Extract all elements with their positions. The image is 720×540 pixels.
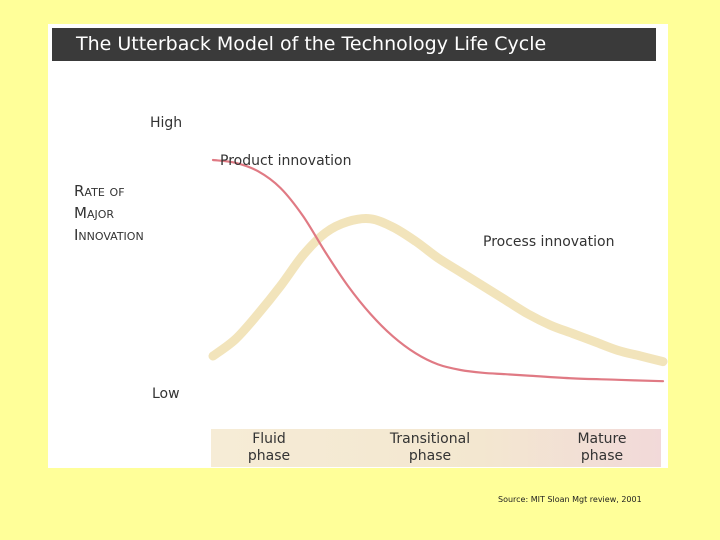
y-tick-low: Low [152,386,180,402]
chart-plot [208,158,668,383]
phase-transitional: Transitional phase [375,431,485,465]
y-tick-high: High [150,115,183,131]
source-note: Source: MIT Sloan Mgt review, 2001 [498,495,642,504]
phase-fluid-label: Fluid phase [247,431,291,464]
phase-fluid: Fluid phase [214,431,324,465]
chart-figure: The Utterback Model of the Technology Li… [48,24,668,468]
series-label-product: Product innovation [220,153,352,169]
phase-mature: Mature phase [547,431,657,465]
chart-title: The Utterback Model of the Technology Li… [52,28,656,61]
phase-transitional-label: Transitional phase [389,431,471,464]
phase-band: Fluid phase Transitional phase Mature phase [211,429,661,467]
phase-mature-label: Mature phase [577,431,627,464]
series-line-process [208,214,668,367]
series-label-process: Process innovation [483,234,615,250]
series-line-product [211,158,665,383]
y-axis-label: Rate of Major Innovation [74,182,144,244]
